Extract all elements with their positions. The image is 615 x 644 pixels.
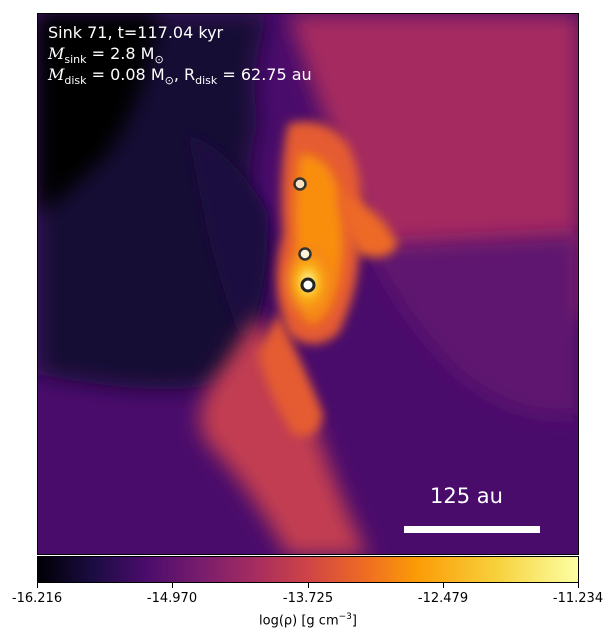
disk-label: Mdisk = 0.08 M⊙, Rdisk = 62.75 au: [48, 64, 312, 91]
disk-radius-subscript: disk: [195, 74, 218, 88]
disk-mass-symbol: M: [48, 65, 65, 84]
disk-radius-value: = 62.75 au: [217, 65, 312, 84]
colorbar-tick-label: -16.216: [11, 591, 63, 606]
sink-1: [293, 177, 307, 191]
colorbar-tick-label: -11.234: [552, 591, 604, 606]
sink-time-label: Sink 71, t=117.04 kyr: [48, 22, 223, 43]
colorbar-tick-label: -12.479: [417, 591, 469, 606]
colorbar-tick: [172, 583, 173, 588]
colorbar-tick-label: -14.970: [146, 591, 198, 606]
disk-radius-symbol: , R: [173, 65, 196, 84]
sink-3: [300, 277, 316, 293]
colorbar-label: log(ρ) [g cm−3]: [259, 612, 357, 628]
sink-mass-subscript: sink: [64, 53, 87, 67]
sink-mass-symbol: M: [48, 44, 65, 63]
colorbar-label-exponent: −3: [338, 612, 352, 622]
colorbar-tick: [578, 583, 579, 588]
colorbar-tick: [37, 583, 38, 588]
colorbar-tick: [308, 583, 309, 588]
colorbar: [37, 556, 579, 583]
solar-symbol-2: ⊙: [164, 74, 174, 88]
density-map-image: [38, 14, 578, 554]
scale-bar-label: 125 au: [430, 484, 503, 508]
disk-mass-value: = 0.08 M: [86, 65, 165, 84]
colorbar-tick-label: -13.725: [282, 591, 334, 606]
disk-mass-subscript: disk: [64, 74, 87, 88]
colorbar-tick: [443, 583, 444, 588]
sink-2: [298, 247, 312, 261]
colorbar-label-close: ]: [351, 613, 357, 629]
sink-time-text: Sink 71, t=117.04 kyr: [48, 23, 224, 42]
solar-symbol: ⊙: [154, 53, 164, 67]
scale-bar: [404, 526, 540, 533]
colorbar-label-text: log(ρ) [g cm: [259, 613, 339, 629]
sink-mass-label: Msink = 2.8 M⊙: [48, 43, 164, 70]
sink-mass-value: = 2.8 M: [86, 44, 155, 63]
density-map: Sink 71, t=117.04 kyr Msink = 2.8 M⊙ Mdi…: [37, 13, 579, 555]
